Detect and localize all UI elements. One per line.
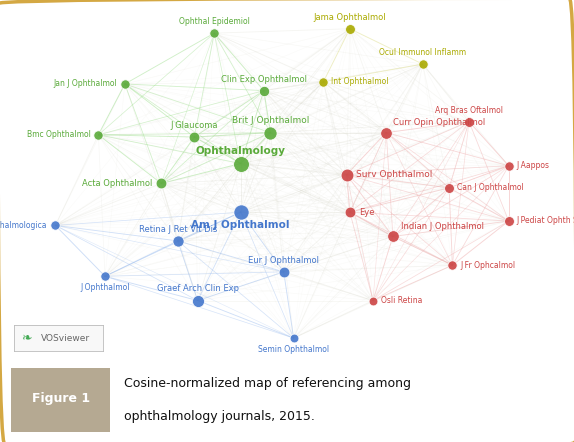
Text: Eye: Eye — [359, 208, 375, 217]
Point — [266, 129, 275, 136]
Point — [100, 273, 110, 280]
Text: Ophthalmology: Ophthalmology — [196, 145, 286, 156]
Text: Arq Bras Oftalmol: Arq Bras Oftalmol — [435, 107, 503, 115]
Point — [157, 180, 166, 187]
Point — [464, 118, 474, 125]
Text: Curr Opin Ophthalmol: Curr Opin Ophthalmol — [393, 118, 485, 127]
Point — [94, 131, 103, 138]
Text: J Aappos: J Aappos — [517, 161, 550, 170]
Point — [346, 209, 355, 216]
Point — [279, 268, 288, 275]
Text: Clin Exp Ophthalmol: Clin Exp Ophthalmol — [221, 75, 307, 84]
Point — [504, 162, 513, 169]
Text: Surv Ophthalmol: Surv Ophthalmol — [356, 170, 433, 179]
Text: VOSviewer: VOSviewer — [41, 334, 91, 343]
Point — [259, 87, 269, 94]
Text: J Ophthalmol: J Ophthalmol — [80, 283, 130, 292]
Text: Ocul Immunol Inflamm: Ocul Immunol Inflamm — [379, 48, 466, 57]
Point — [382, 129, 391, 136]
Text: Bmc Ophthalmol: Bmc Ophthalmol — [26, 130, 91, 139]
Point — [236, 209, 245, 216]
Text: Jama Ophthalmol: Jama Ophthalmol — [313, 13, 386, 22]
Text: ophthalmology journals, 2015.: ophthalmology journals, 2015. — [124, 410, 315, 423]
Point — [369, 297, 378, 304]
Text: J Glaucoma: J Glaucoma — [170, 121, 218, 130]
Text: Ophthalmologica: Ophthalmologica — [0, 221, 48, 230]
Point — [173, 237, 183, 244]
Text: Retina J Ret Vit Dis: Retina J Ret Vit Dis — [138, 225, 217, 234]
Text: Int Ophthalmol: Int Ophthalmol — [331, 77, 389, 86]
Point — [210, 30, 219, 37]
Point — [236, 160, 245, 167]
Point — [193, 297, 202, 304]
Text: Eur J Ophthalmol: Eur J Ophthalmol — [248, 256, 319, 265]
Point — [121, 80, 130, 88]
Point — [448, 262, 457, 269]
Point — [319, 78, 328, 85]
Text: Brit J Ophthalmol: Brit J Ophthalmol — [232, 116, 309, 125]
Text: J Pediat Ophth Strab: J Pediat Ophth Strab — [517, 217, 574, 225]
Point — [342, 171, 351, 178]
Point — [444, 184, 453, 191]
FancyBboxPatch shape — [11, 369, 110, 431]
Text: Graef Arch Clin Exp: Graef Arch Clin Exp — [157, 285, 239, 293]
Point — [418, 61, 427, 68]
Text: Osli Retina: Osli Retina — [381, 296, 422, 305]
Text: Ophthal Epidemiol: Ophthal Epidemiol — [179, 17, 250, 26]
Point — [51, 222, 60, 229]
Text: Acta Ophthalmol: Acta Ophthalmol — [82, 179, 152, 188]
Text: ❧: ❧ — [21, 332, 31, 345]
Point — [388, 233, 397, 240]
Text: Semin Ophthalmol: Semin Ophthalmol — [258, 345, 329, 354]
Text: Can J Ophthalmol: Can J Ophthalmol — [457, 183, 524, 192]
Text: J Fr Ophcalmol: J Fr Ophcalmol — [460, 261, 515, 270]
Point — [504, 217, 513, 225]
Text: Jan J Ophthalmol: Jan J Ophthalmol — [53, 80, 117, 88]
Text: Am J Ophthalmol: Am J Ophthalmol — [191, 220, 290, 230]
Text: Cosine-normalized map of referencing among: Cosine-normalized map of referencing amo… — [124, 377, 411, 390]
Text: Figure 1: Figure 1 — [32, 392, 90, 405]
Point — [289, 335, 298, 342]
Point — [346, 25, 355, 32]
Text: Indian J Ophthalmol: Indian J Ophthalmol — [401, 222, 484, 231]
Point — [190, 133, 199, 141]
